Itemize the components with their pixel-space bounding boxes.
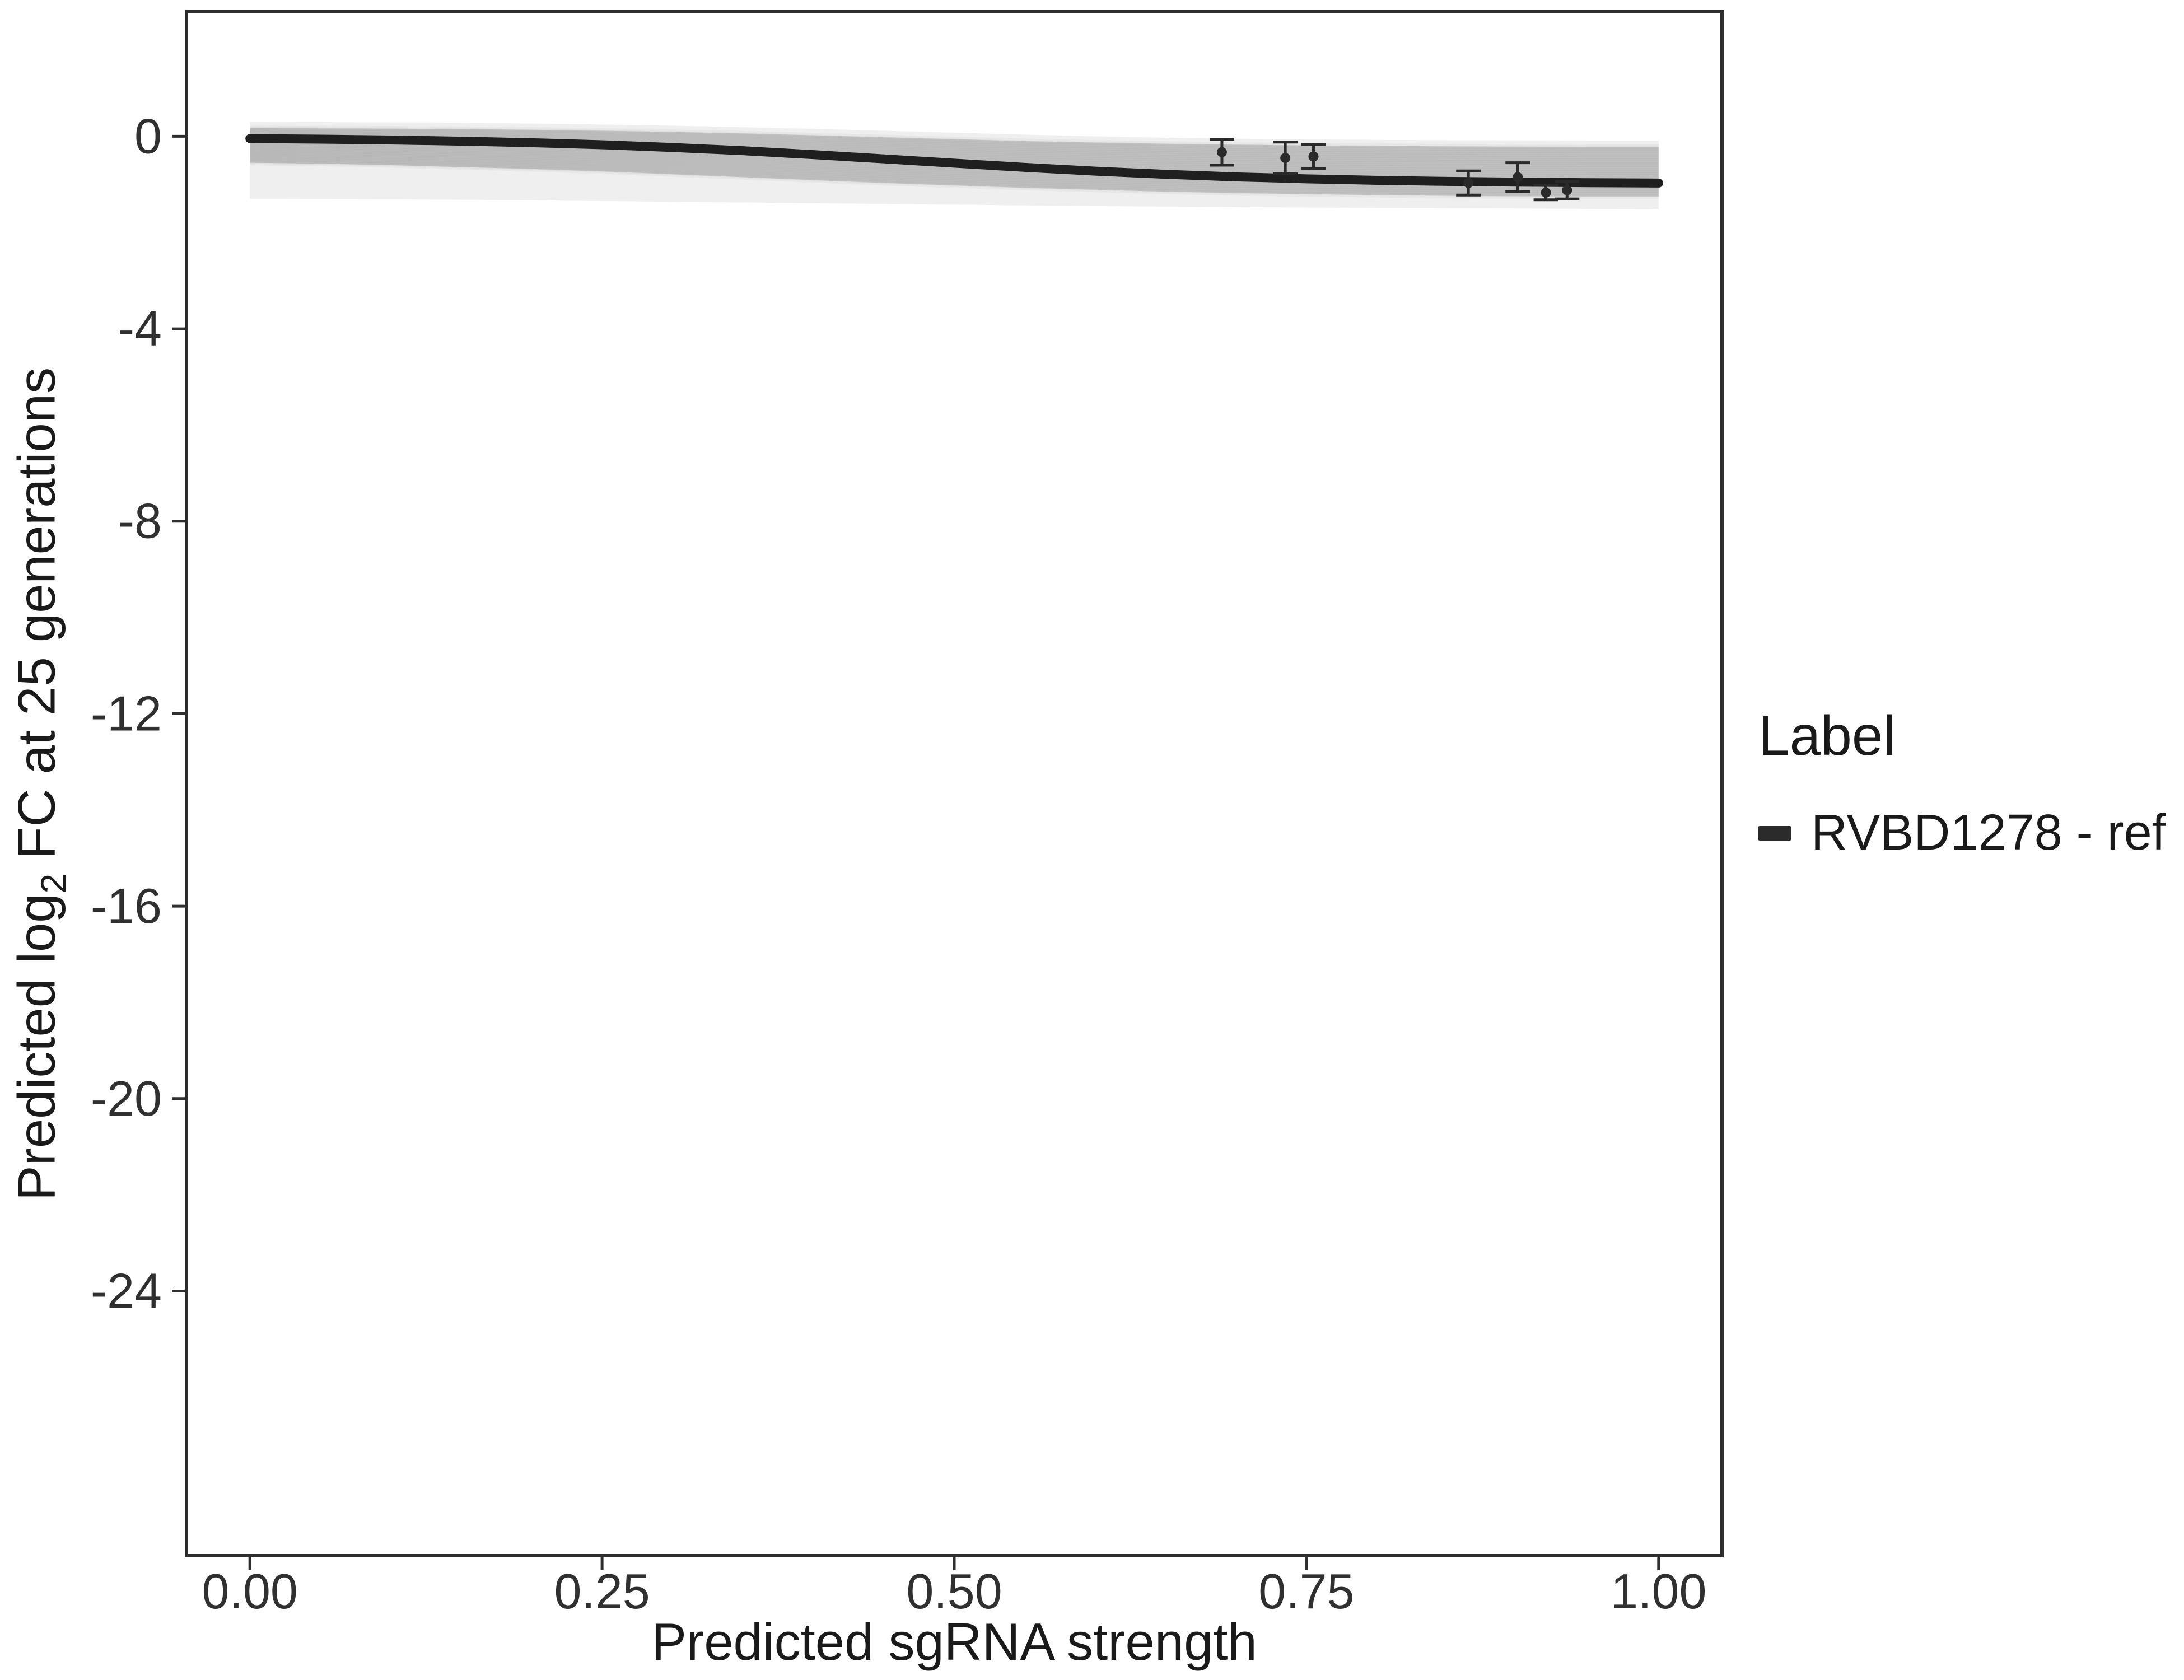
svg-text:0: 0 xyxy=(134,108,162,164)
legend-item-label: RVBD1278 - ref xyxy=(1811,805,2166,861)
svg-text:-20: -20 xyxy=(91,1071,162,1126)
svg-text:1.00: 1.00 xyxy=(1611,1564,1706,1619)
legend: Label RVBD1278 - ref xyxy=(1758,707,2166,862)
svg-text:0.00: 0.00 xyxy=(202,1564,298,1619)
svg-text:0.75: 0.75 xyxy=(1258,1564,1354,1619)
y-axis-title-text: Predicted log xyxy=(7,893,66,1201)
svg-text:-4: -4 xyxy=(118,301,162,356)
legend-title: Label xyxy=(1758,704,1896,767)
y-axis-title-text2: FC at 25 generations xyxy=(7,367,66,874)
legend-item: RVBD1278 - ref xyxy=(1758,804,2166,862)
y-axis-title: Predicted log2 FC at 25 generations xyxy=(7,367,74,1201)
svg-text:-16: -16 xyxy=(91,878,162,934)
legend-key-swatch xyxy=(1758,825,1791,841)
svg-text:-12: -12 xyxy=(91,685,162,741)
svg-text:0.50: 0.50 xyxy=(906,1564,1002,1619)
y-axis-title-subscript: 2 xyxy=(33,873,74,894)
svg-text:-8: -8 xyxy=(118,493,162,549)
svg-text:0.25: 0.25 xyxy=(554,1564,650,1619)
x-axis-title: Predicted sgRNA strength xyxy=(651,1612,1257,1671)
svg-text:-24: -24 xyxy=(91,1263,162,1318)
